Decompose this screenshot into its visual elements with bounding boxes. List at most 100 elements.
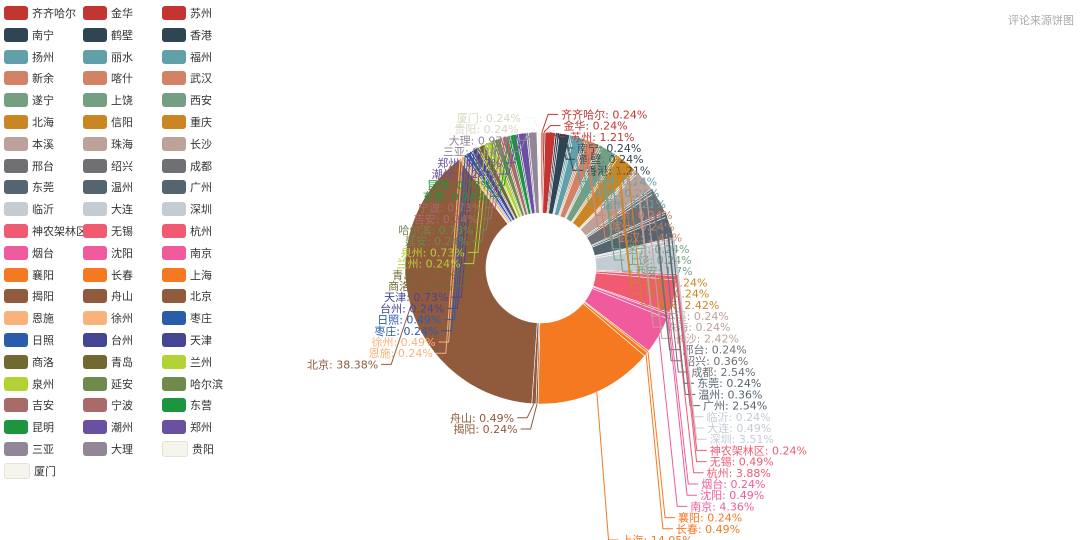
slice-label: 齐齐哈尔: 0.24%	[561, 107, 647, 121]
slice-label: 绍兴: 0.36%	[684, 354, 748, 368]
legend-item[interactable]: 长沙	[162, 133, 212, 155]
legend-item[interactable]: 广州	[162, 176, 212, 198]
legend-label: 东营	[190, 399, 212, 413]
legend-item[interactable]: 新余	[4, 67, 54, 89]
legend-item[interactable]: 无锡	[83, 220, 133, 242]
legend-item[interactable]: 厦门	[4, 460, 56, 482]
legend-item[interactable]: 杭州	[162, 220, 212, 242]
legend-item[interactable]: 台州	[83, 329, 133, 351]
legend-item[interactable]: 恩施	[4, 307, 54, 329]
legend-item[interactable]: 商洛	[4, 351, 54, 373]
legend-item[interactable]: 宁波	[83, 394, 133, 416]
legend-item[interactable]: 长春	[83, 264, 133, 286]
legend-item[interactable]: 日照	[4, 329, 54, 351]
label-line	[476, 139, 498, 231]
legend-label: 昆明	[32, 421, 54, 435]
slice-label: 宁波: 0.73%	[418, 201, 482, 215]
legend-item[interactable]: 襄阳	[4, 264, 54, 286]
slice-label: 泉州: 0.73%	[401, 245, 465, 259]
legend-item[interactable]: 齐齐哈尔	[4, 2, 76, 24]
legend-label: 武汉	[190, 72, 212, 86]
legend-item[interactable]: 南宁	[4, 24, 54, 46]
legend-item[interactable]: 舟山	[83, 285, 133, 307]
legend-swatch	[4, 398, 28, 413]
legend-item[interactable]: 神农架林区	[4, 220, 87, 242]
legend-item[interactable]: 喀什	[83, 67, 133, 89]
legend-item[interactable]: 香港	[162, 24, 212, 46]
legend-item[interactable]: 福州	[162, 46, 212, 68]
legend-item[interactable]: 吉安	[4, 394, 54, 416]
legend-item[interactable]: 上饶	[83, 89, 133, 111]
label-line	[489, 135, 510, 197]
legend-swatch	[162, 376, 186, 391]
legend-label: 西安	[190, 94, 212, 108]
slice-label: 长春: 0.49%	[676, 523, 740, 536]
legend-swatch	[4, 442, 28, 456]
slice-label: 苏州: 1.21%	[570, 131, 634, 144]
legend-label: 泉州	[32, 377, 54, 391]
legend-item[interactable]: 东营	[162, 394, 212, 416]
legend-item[interactable]: 大连	[83, 198, 133, 220]
legend-item[interactable]: 遂宁	[4, 89, 54, 111]
legend-item[interactable]: 沈阳	[83, 242, 133, 264]
legend-item[interactable]: 哈尔滨	[162, 373, 223, 395]
legend-item[interactable]: 东莞	[4, 176, 54, 198]
slice-label: 天津: 0.73%	[384, 291, 448, 304]
slice-label: 武汉: 1.45%	[618, 232, 682, 245]
label-line	[617, 155, 643, 295]
legend-item[interactable]: 本溪	[4, 133, 54, 155]
legend-swatch	[4, 289, 28, 304]
legend-item[interactable]: 温州	[83, 176, 133, 198]
legend-item[interactable]: 苏州	[162, 2, 212, 24]
legend-item[interactable]: 信阳	[83, 111, 133, 133]
legend-item[interactable]: 金华	[83, 2, 133, 24]
legend-item[interactable]: 枣庄	[162, 307, 212, 329]
legend-item[interactable]: 三亚	[4, 438, 54, 460]
legend-item[interactable]: 邢台	[4, 155, 54, 177]
legend-item[interactable]: 北海	[4, 111, 54, 133]
label-line	[596, 391, 619, 540]
legend-item[interactable]: 昆明	[4, 416, 54, 438]
slice-label: 三亚: 0.24%	[443, 146, 507, 159]
legend-item[interactable]: 天津	[162, 329, 212, 351]
legend-item[interactable]: 鹤壁	[83, 24, 133, 46]
legend-item[interactable]: 贵阳	[162, 438, 214, 460]
slice-label: 台州: 0.24%	[380, 301, 444, 315]
legend-swatch	[83, 398, 107, 413]
legend-item[interactable]: 南京	[162, 242, 212, 264]
legend-item[interactable]: 青岛	[83, 351, 133, 373]
slice-label: 贵阳: 0.24%	[454, 123, 518, 136]
legend-item[interactable]: 重庆	[162, 111, 212, 133]
legend-item[interactable]: 成都	[162, 155, 212, 177]
legend-item[interactable]: 郑州	[162, 416, 212, 438]
legend-item[interactable]: 珠海	[83, 133, 133, 155]
slice-label: 襄阳: 0.24%	[678, 511, 742, 525]
pie-slice[interactable]	[537, 303, 646, 405]
legend-item[interactable]: 大理	[83, 438, 133, 460]
legend-item[interactable]: 上海	[162, 264, 212, 286]
legend-item[interactable]: 潮州	[83, 416, 133, 438]
legend-item[interactable]: 徐州	[83, 307, 133, 329]
legend-item[interactable]: 揭阳	[4, 285, 54, 307]
legend-swatch	[83, 71, 107, 86]
legend-item[interactable]: 北京	[162, 285, 212, 307]
legend-label: 潮州	[111, 421, 133, 435]
legend-item[interactable]: 西安	[162, 89, 212, 111]
label-line	[616, 154, 641, 283]
legend-item[interactable]: 武汉	[162, 67, 212, 89]
legend-item[interactable]: 丽水	[83, 46, 133, 68]
legend-item[interactable]: 泉州	[4, 373, 54, 395]
legend-item[interactable]: 延安	[83, 373, 133, 395]
legend-item[interactable]: 扬州	[4, 46, 54, 68]
legend-item[interactable]: 绍兴	[83, 155, 133, 177]
legend-label: 恩施	[32, 312, 54, 326]
legend-item[interactable]: 深圳	[162, 198, 212, 220]
legend-item[interactable]: 临沂	[4, 198, 54, 220]
legend-swatch	[162, 289, 186, 304]
legend-item[interactable]: 兰州	[162, 351, 212, 373]
legend-label: 珠海	[111, 137, 133, 151]
slice-label: 杭州: 3.88%	[707, 466, 771, 480]
legend-item[interactable]: 烟台	[4, 242, 54, 264]
pie-slice[interactable]	[404, 158, 538, 405]
label-line	[676, 277, 707, 463]
